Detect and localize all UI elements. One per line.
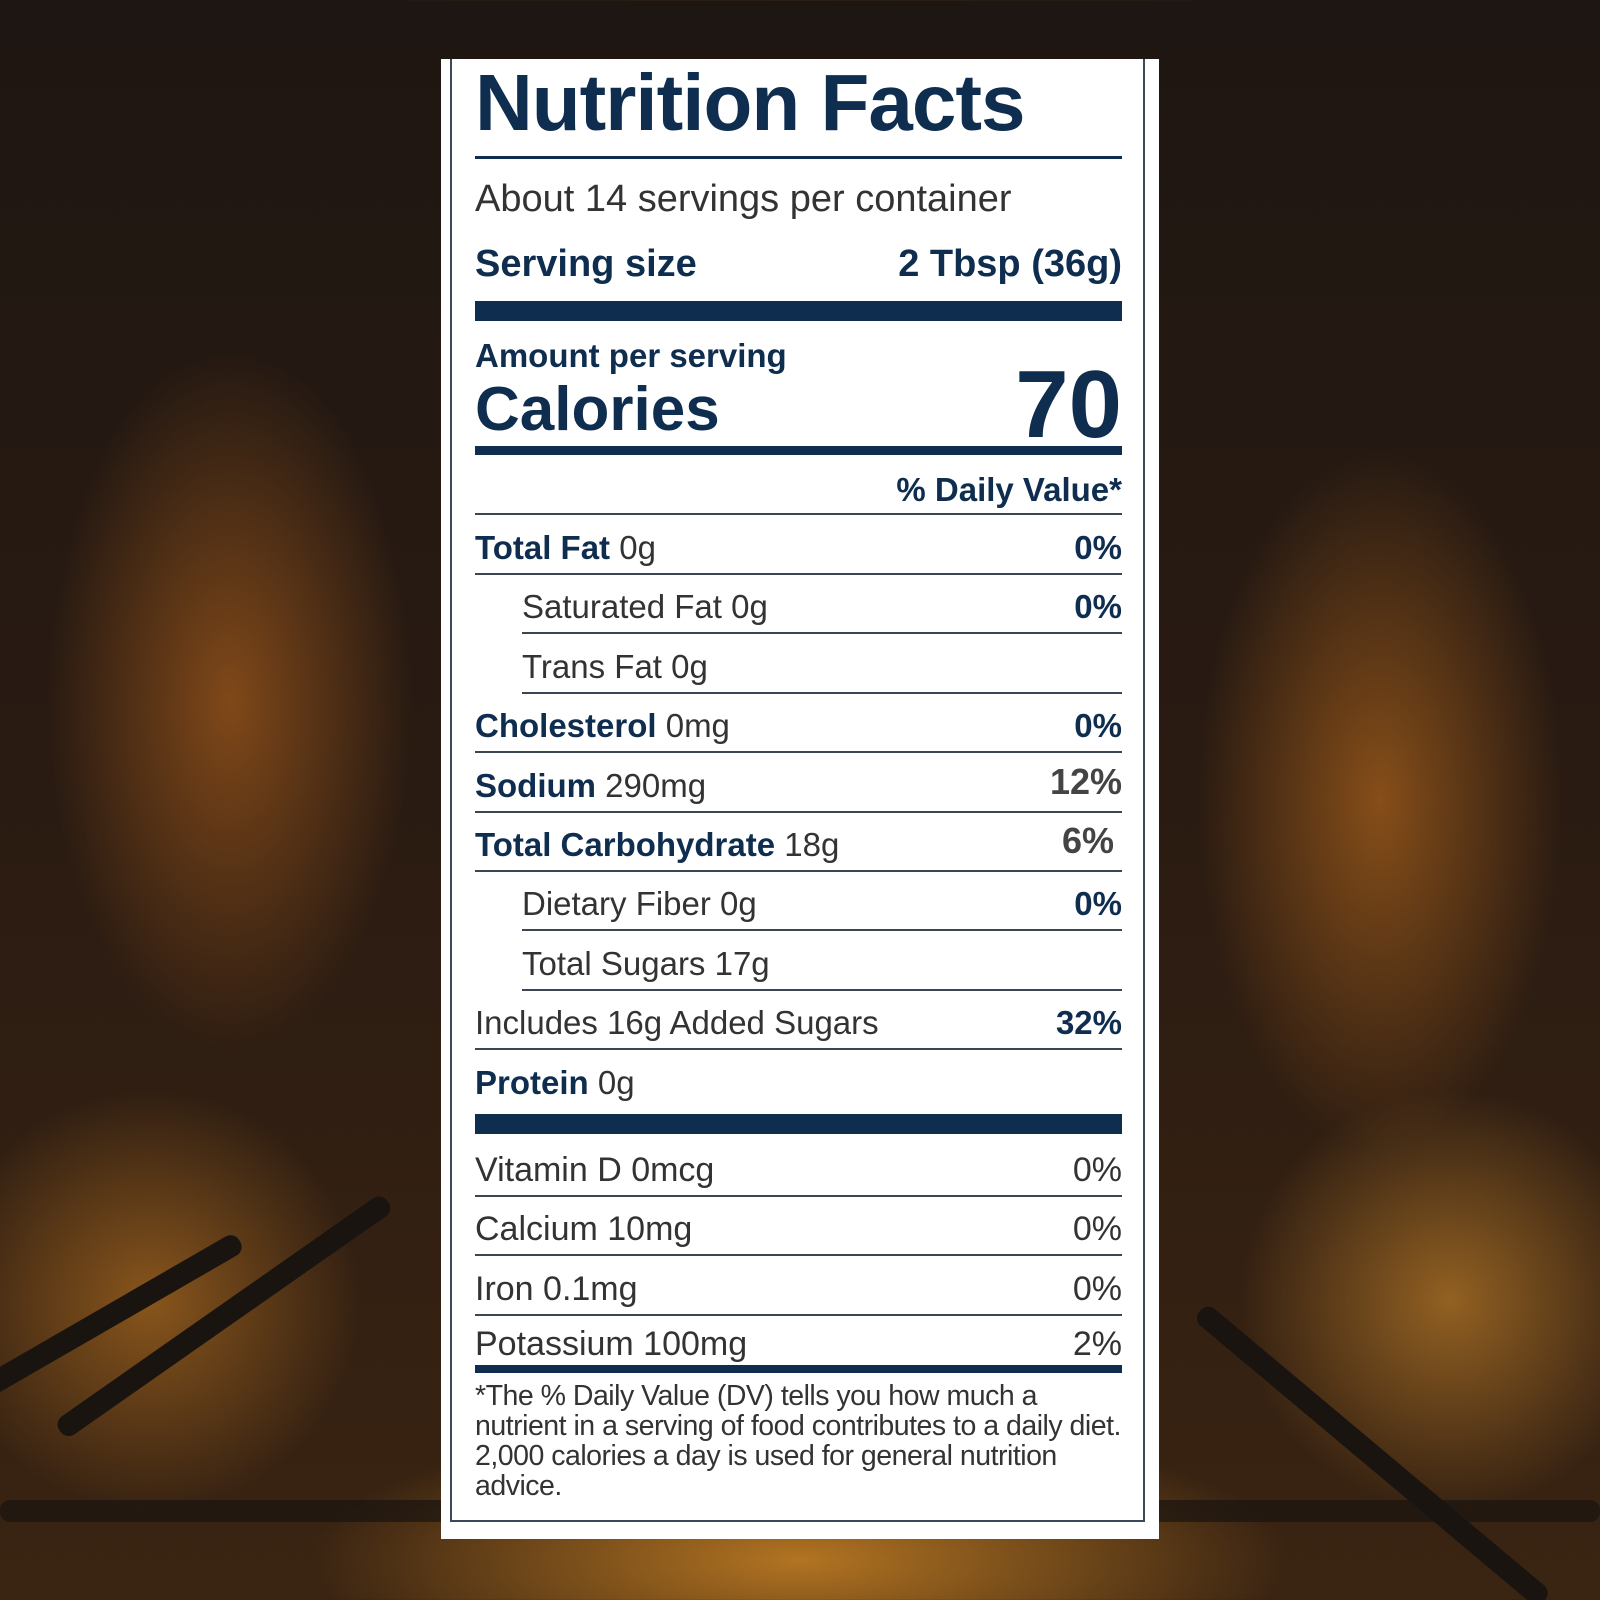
vitamin-row: Vitamin D 0mcg 0% — [475, 1151, 1122, 1191]
nutrient-row: Saturated Fat 0g 0% — [522, 588, 1122, 628]
divider — [522, 929, 1122, 932]
nutrient-name: Trans Fat 0g — [522, 647, 708, 685]
nutrient-amount: 0mg — [665, 707, 730, 745]
nutrient-row: Dietary Fiber 0g 0% — [522, 885, 1122, 925]
calories-label: Calories — [475, 375, 720, 444]
daily-value-percent: 0% — [1074, 588, 1122, 626]
nutrient-row: Includes 16g Added Sugars 32% — [475, 1004, 1122, 1044]
nutrient-amount: 18g — [784, 826, 840, 863]
daily-value-percent: 0% — [1074, 707, 1122, 745]
vitamin-name: Calcium 10mg — [475, 1210, 693, 1249]
divider — [475, 156, 1122, 159]
nutrition-facts-label: Nutrition Facts About 14 servings per co… — [441, 59, 1159, 1539]
divider — [475, 573, 1122, 575]
amount-per-serving: Amount per serving — [475, 337, 787, 374]
daily-value-percent: 0% — [1074, 885, 1122, 923]
nutrient-label: Sodium — [475, 766, 596, 804]
label-border — [450, 59, 1145, 1522]
divider — [522, 632, 1122, 635]
divider — [475, 1313, 1122, 1316]
vitamin-row: Iron 0.1mg 0% — [475, 1270, 1122, 1310]
nutrient-name: Total Sugars 17g — [522, 944, 770, 982]
vitamin-name: Iron 0.1mg — [475, 1269, 638, 1308]
divider — [475, 513, 1122, 515]
serving-size-value: 2 Tbsp (36g) — [898, 243, 1122, 285]
nutrient-row: Total Carbohydrate 18g 6% — [475, 820, 1122, 866]
nutrient-row: Total Sugars 17g — [522, 945, 1122, 985]
nutrient-amount: 0g — [597, 1063, 635, 1101]
nutrient-label: Cholesterol — [475, 707, 657, 745]
nutrient-row: Protein 0g — [475, 1064, 1122, 1104]
nutrient-name: Protein 0g — [475, 1064, 635, 1102]
divider — [475, 1048, 1122, 1051]
medium-divider — [475, 1365, 1122, 1373]
medium-divider — [475, 446, 1122, 455]
footnote: *The % Daily Value (DV) tells you how mu… — [475, 1380, 1121, 1502]
vitamin-name: Potassium 100mg — [475, 1325, 748, 1363]
daily-value-percent: 0% — [1072, 1269, 1122, 1308]
divider — [522, 691, 1122, 694]
nutrient-row: Sodium 290mg 12% — [475, 761, 1122, 807]
divider — [475, 1195, 1122, 1197]
thick-divider — [475, 1114, 1122, 1134]
daily-value-header: % Daily Value* — [896, 471, 1122, 508]
daily-value-percent: 0% — [1072, 1210, 1122, 1249]
divider — [475, 810, 1122, 813]
nutrient-row: Cholesterol 0mg 0% — [475, 707, 1122, 747]
nutrient-name: Dietary Fiber 0g — [522, 885, 757, 923]
divider — [475, 1254, 1122, 1257]
divider — [475, 751, 1122, 754]
daily-value-percent: 0% — [1072, 1151, 1122, 1189]
daily-value-percent: 0% — [1074, 529, 1122, 566]
nutrient-name: Saturated Fat 0g — [522, 588, 768, 626]
calories-value: 70 — [1015, 351, 1122, 458]
vitamin-row: Potassium 100mg 2% — [475, 1325, 1122, 1365]
nutrient-name: Cholesterol 0mg — [475, 707, 730, 745]
nutrient-label: Total Carbohydrate — [475, 826, 776, 863]
nutrient-row: Total Fat 0g 0% — [475, 529, 1122, 569]
nutrient-label: Total Fat — [475, 529, 611, 566]
daily-value-percent: 32% — [1055, 1004, 1122, 1042]
vitamin-name: Vitamin D 0mcg — [475, 1151, 715, 1189]
nutrient-name: Total Carbohydrate 18g — [475, 826, 839, 864]
daily-value-percent: 12% — [1049, 760, 1122, 802]
divider — [522, 988, 1122, 991]
nutrient-label: Protein — [475, 1063, 589, 1101]
nutrient-name: Total Fat 0g — [475, 529, 656, 567]
grill-bar — [1192, 1302, 1552, 1600]
divider — [475, 870, 1122, 872]
daily-value-percent: 2% — [1072, 1325, 1122, 1363]
daily-value-percent: 6% — [1061, 820, 1114, 861]
vitamin-row: Calcium 10mg 0% — [475, 1210, 1122, 1250]
nutrient-name: Includes 16g Added Sugars — [475, 1004, 879, 1042]
thick-divider — [475, 301, 1122, 321]
nutrient-name: Sodium 290mg — [475, 767, 706, 805]
nutrient-row: Trans Fat 0g — [522, 648, 1122, 688]
nutrient-amount: 290mg — [605, 766, 707, 804]
nutrient-amount: 0g — [619, 529, 656, 566]
label-title: Nutrition Facts — [475, 58, 1025, 147]
servings-per-container: About 14 servings per container — [475, 178, 1012, 220]
serving-size-label: Serving size — [475, 243, 697, 285]
